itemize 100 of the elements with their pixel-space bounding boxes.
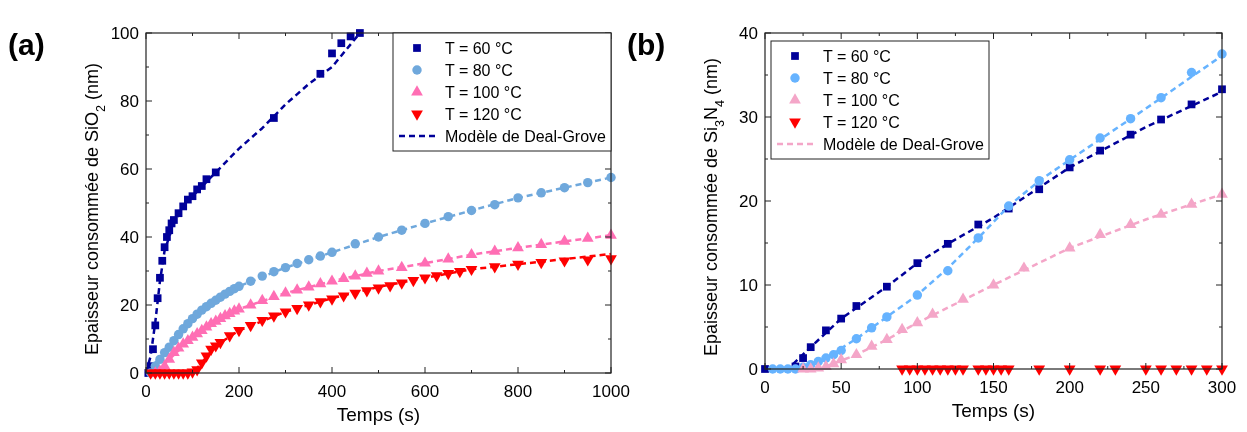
point <box>466 205 477 216</box>
point <box>828 350 839 360</box>
point <box>1155 207 1167 218</box>
point <box>1063 241 1076 252</box>
point <box>244 298 257 309</box>
point <box>279 308 292 319</box>
point <box>581 256 594 267</box>
point <box>223 332 236 343</box>
point <box>442 252 455 263</box>
point <box>882 312 892 322</box>
point <box>465 265 478 277</box>
x-tick-label: 400 <box>317 382 347 401</box>
point <box>158 256 167 265</box>
x-tick-label: 200 <box>224 382 254 401</box>
point <box>280 262 291 273</box>
point <box>806 343 815 352</box>
point <box>372 284 385 295</box>
x-tick-label: 300 <box>1207 378 1237 397</box>
point <box>214 339 227 350</box>
point <box>430 272 443 283</box>
point <box>974 220 983 229</box>
x-tick-label: 0 <box>141 382 151 401</box>
point <box>1064 155 1075 165</box>
point <box>453 267 466 279</box>
point <box>270 114 278 122</box>
point <box>163 233 171 241</box>
point <box>1018 261 1030 272</box>
y-tick-label: 30 <box>739 108 758 127</box>
point <box>512 260 524 271</box>
point <box>328 49 336 58</box>
legend-label: T = 80 °C <box>823 70 891 87</box>
y-tick-label: 0 <box>748 360 758 379</box>
point <box>202 175 211 184</box>
point <box>513 193 523 203</box>
x-axis-title: Temps (s) <box>336 404 421 425</box>
point <box>292 258 302 269</box>
x-tick-label: 250 <box>1131 378 1161 397</box>
point <box>851 334 862 344</box>
point <box>397 225 407 235</box>
y-tick-label: 60 <box>120 160 139 179</box>
point <box>1157 115 1165 124</box>
point <box>419 274 431 285</box>
point <box>1065 163 1074 172</box>
point <box>315 251 326 261</box>
point <box>195 359 208 370</box>
x-tick-label: 0 <box>760 378 770 397</box>
x-tick-label: 800 <box>503 382 533 401</box>
y-tick-label: 0 <box>129 364 139 383</box>
point <box>1125 113 1136 124</box>
point <box>395 279 408 290</box>
point <box>943 239 952 248</box>
point <box>349 289 362 300</box>
point <box>488 263 501 274</box>
point <box>160 243 169 252</box>
point <box>442 269 455 281</box>
point <box>583 177 593 188</box>
point <box>852 302 861 310</box>
point <box>1185 197 1198 208</box>
point <box>1034 176 1044 186</box>
point <box>170 216 178 224</box>
x-tick-label: 600 <box>410 382 440 401</box>
legend-label: Modèle de Deal-Grove <box>823 136 985 153</box>
point <box>535 259 548 270</box>
point <box>837 314 846 323</box>
legend-label: T = 100 °C <box>445 84 522 101</box>
point <box>407 277 420 288</box>
point <box>913 259 922 268</box>
point <box>912 290 923 300</box>
point <box>1096 146 1105 155</box>
point <box>304 255 314 265</box>
y-tick-label: 20 <box>120 296 139 315</box>
point <box>233 327 245 338</box>
point <box>234 281 244 292</box>
point <box>267 312 280 323</box>
x-tick-label: 1000 <box>592 382 630 401</box>
point <box>211 168 220 177</box>
point <box>314 277 327 288</box>
legend-label: Modèle de Deal-Grove <box>445 128 607 145</box>
point <box>155 354 165 365</box>
point <box>384 282 397 293</box>
point <box>973 233 983 243</box>
point <box>350 239 360 249</box>
point <box>244 322 257 333</box>
point <box>420 218 430 229</box>
point <box>822 326 830 335</box>
point <box>151 321 160 330</box>
point <box>302 301 315 312</box>
y-tick-label: 40 <box>120 228 139 247</box>
point <box>153 294 162 303</box>
legend-label: T = 60 °C <box>823 48 891 65</box>
point <box>1186 67 1197 78</box>
point <box>836 345 846 356</box>
point <box>911 316 924 327</box>
y-tick-label: 20 <box>739 192 758 211</box>
point <box>337 39 346 48</box>
legend-label: T = 100 °C <box>823 92 900 109</box>
point <box>465 247 478 259</box>
point <box>179 202 188 211</box>
x-axis-title: Temps (s) <box>951 400 1036 421</box>
point <box>1035 185 1044 194</box>
